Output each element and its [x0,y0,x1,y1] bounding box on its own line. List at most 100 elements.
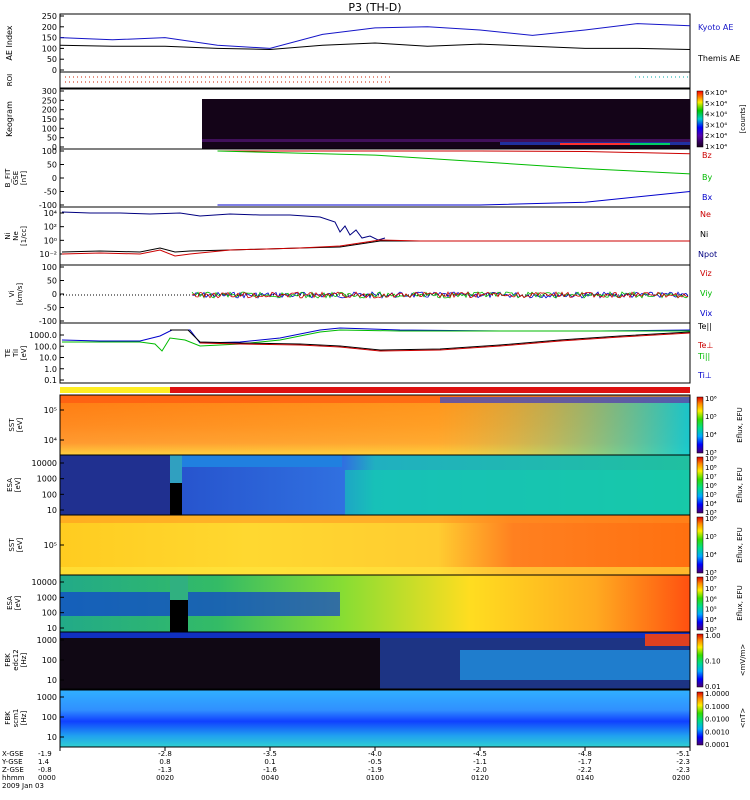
esa-i-colorbar-label: Eflux, EFU [736,585,744,620]
legend-te-perp: Te⊥ [697,341,713,350]
bfield-ylabel-2: GSE [12,171,20,185]
fbk-edc-cb-tick-label: 1.00 [705,632,721,640]
fbk-scm-cb-tick-label: 0.0100 [705,716,730,724]
esa-e-cb-tick-label: 10⁹ [705,455,717,463]
legend-themis-ae: Themis AE [697,54,740,63]
legend-kyoto-ae: Kyoto AE [698,23,733,32]
keogram-ytick-tick-label: 200 [42,106,57,115]
fbk-scm-cb-tick-label: 0.0001 [705,741,730,749]
ae-ytick-tick-label: 50 [47,55,57,64]
sst-i-colorbar [696,516,704,574]
esa-e-ylabel-2: [eV] [14,477,22,492]
time-tick-value: -1.1 [473,758,487,766]
time-tick-value: -1.6 [263,766,277,774]
sst-i-ylabel-2: [eV] [16,537,24,552]
keogram-cb-tick-label: 1×10⁴ [705,143,727,151]
roi-panel: ROI [6,71,691,89]
velocity-ytick-tick-label: 0 [52,290,57,299]
esa-e-colorbar [696,456,704,514]
esa-e-cb-tick-label: 10⁴ [705,500,717,508]
sst-i-cb-tick-label: 10⁶ [705,515,717,523]
density-ytick-tick-label: 10² [44,223,57,232]
temp-te-perp-line [199,332,691,352]
time-tick-value: -2.2 [578,766,592,774]
fbk-edc-colorbar [696,633,704,688]
time-tick-value: 0.8 [159,758,170,766]
ae-ytick-tick-label: 250 [42,12,57,21]
bfield-ytick-tick-label: 50 [47,161,57,170]
fbk-scm1-panel: FBK scm1 [Hz] 10 100 1000 0.0001 0.0010 0.01… [4,689,747,749]
keogram-colorbar [696,90,704,148]
time-tick-value: -4.8 [578,750,592,758]
esa-e-ytick-tick-label: 10000 [32,459,57,468]
bfield-ylabel: B_FIT [4,168,12,187]
sst-e-cb-tick-label: 10³ [705,449,717,457]
esa-i-ylabel: ESA [6,596,14,610]
sst-i-colorbar-label: Eflux, EFU [736,527,744,562]
time-tick-value: 0000 [38,774,56,782]
esa-i-ytick-tick-label: 10 [47,624,57,633]
ae-series-lines [59,23,691,51]
velocity-yticks: -100 -50 0 50 100 [39,263,64,326]
time-tick-value: -2.0 [473,766,487,774]
sst-e-colorbar-label: Eflux, EFU [736,407,744,442]
sst-i-cb-tick-label: 10⁴ [705,551,717,559]
fbk-edc-cb-tick-label: 0.01 [705,683,721,691]
time-tick-value: -1.7 [578,758,592,766]
density-ylabel-3: [1/cc] [20,226,28,246]
esa-i-cb-tick-label: 10⁸ [705,575,717,583]
density-ytick-tick-label: 10⁰ [44,236,57,245]
legend-vix: Vix [700,309,713,318]
temperature-ytick-tick-label: 0.1 [44,376,57,385]
ae-ytick-tick-label: 100 [42,44,57,53]
temperature-yticks: 0.1 1.0 10.0 100.0 1000.0 [29,331,64,385]
esa-i-cb-tick-label: 10³ [705,626,717,634]
fbk-scm-colorbar-ticks: 0.0001 0.0010 0.0100 0.1000 1.0000 [705,690,730,749]
velocity-series-noise [191,291,689,299]
time-tick-value: -0.8 [38,766,52,774]
temperature-ytick-tick-label: 10.0 [39,354,57,363]
fbk-edc12-panel: FBK edc12 [Hz] 10 100 1000 0.01 0.10 1.00 <m… [4,631,747,691]
time-tick-value: -0.5 [368,758,382,766]
fbk-edc-ylabel-3: [Hz] [20,653,28,668]
esa-e-ytick-tick-label: 10 [47,506,57,515]
esa-e-cb-tick-label: 10³ [705,509,717,517]
fbk-edc-ylabel: FBK [4,653,12,667]
temperature-panel: TE TiI [eV] 0.1 1.0 10.0 100.0 1000.0 Te|| T… [4,322,713,385]
bfield-yticks: -100 -50 0 50 100 [39,147,64,210]
bfield-line-2 [217,191,691,206]
sst-e-colorbar-ticks: 10³ 10⁴ 10⁵ 10⁶ [705,395,717,457]
sst-e-colorbar [696,396,704,454]
legend-ti-perp: Ti⊥ [697,371,712,380]
keogram-cb-tick-label: 6×10⁴ [705,89,727,97]
density-npot-line [61,211,386,241]
sst-e-ylabel-2: [eV] [16,417,24,432]
legend-viz: Viz [700,269,712,278]
legend-by: By [702,173,712,182]
temperature-ytick-tick-label: 1.0 [44,365,57,374]
mode-bar-fast [170,387,690,393]
esa-e-ytick-tick-label: 1000 [37,475,57,484]
sst-i-cb-tick-label: 10⁵ [705,533,717,541]
time-tick-value: 0140 [576,774,594,782]
sst-e-ylabel: SST [8,418,16,432]
esa-i-yticks: 10 100 1000 10000 [32,578,64,633]
esa-e-cb-tick-label: 10⁷ [705,473,717,481]
bfield-ytick-tick-label: -100 [39,201,57,210]
time-axis-row-label: 2009 Jan 03 [2,782,44,790]
sst-e-ytick-tick-label: 10⁴ [44,436,57,445]
time-tick-value: -5.1 [676,750,690,758]
legend-npot: Npot [698,250,717,259]
keogram-ytick-tick-label: 300 [42,87,57,96]
keogram-ytick-tick-label: 0 [52,143,57,152]
ae-ylabel: AE Index [5,25,14,60]
temp-ti-para-line [62,329,690,352]
legend-ti-para: Ti|| [697,352,710,361]
keogram-cb-tick-label: 4×10⁴ [705,111,727,119]
bfield-line-0 [217,150,691,155]
